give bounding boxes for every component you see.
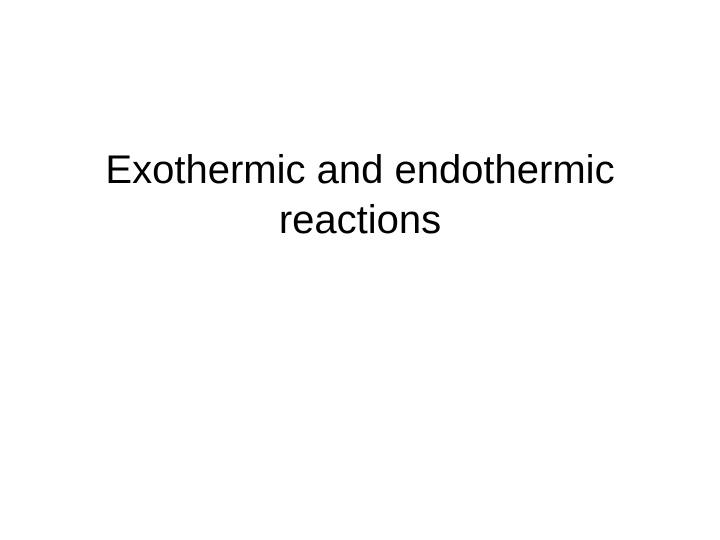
title-line-2: reactions bbox=[105, 195, 614, 245]
title-line-1: Exothermic and endothermic bbox=[105, 145, 614, 195]
slide-title: Exothermic and endothermic reactions bbox=[105, 145, 614, 245]
slide-container: Exothermic and endothermic reactions bbox=[0, 0, 720, 540]
